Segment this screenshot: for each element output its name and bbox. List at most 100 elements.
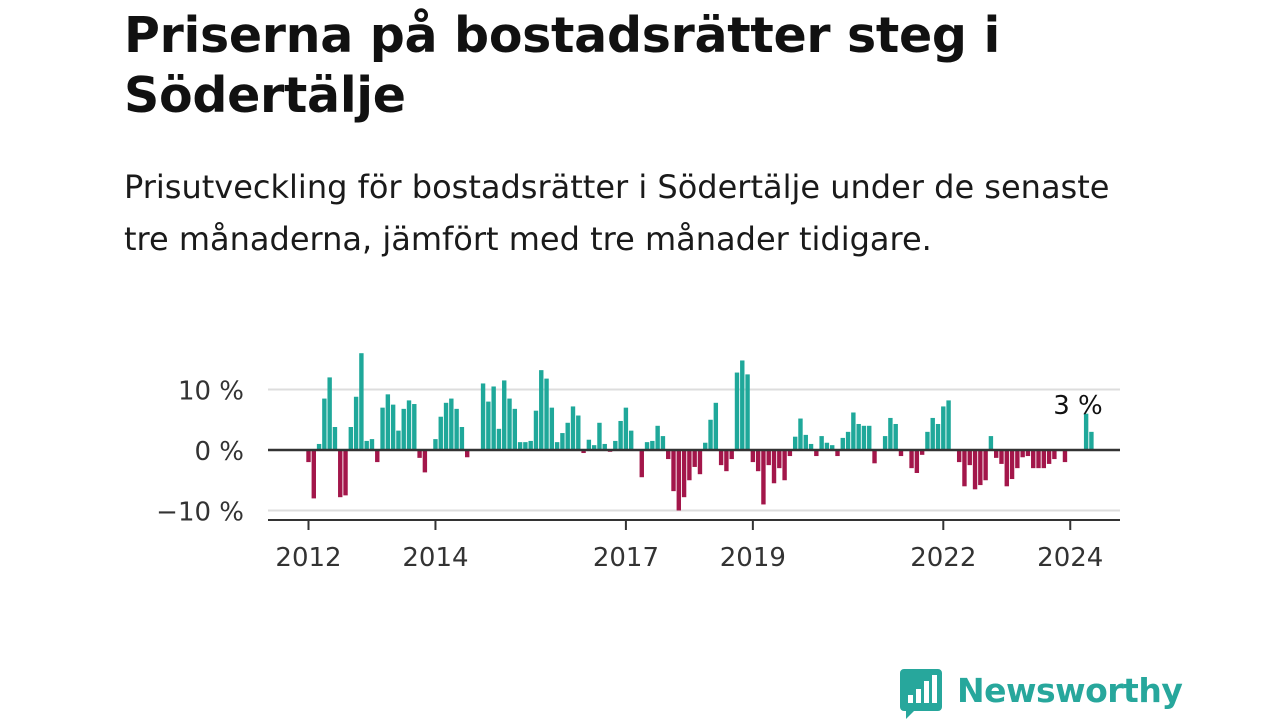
logo-text: Newsworthy <box>957 671 1183 710</box>
bar <box>565 422 570 450</box>
bar <box>1020 450 1025 458</box>
bar <box>1052 450 1057 460</box>
bar <box>549 407 555 450</box>
bar <box>888 417 893 450</box>
bar <box>438 416 443 450</box>
bar <box>380 407 385 450</box>
bar <box>639 450 644 478</box>
bars <box>306 353 1094 511</box>
bar <box>465 450 470 458</box>
bar <box>491 386 496 450</box>
bar <box>375 450 380 463</box>
bar <box>750 450 756 463</box>
x-tick-label: 2019 <box>720 543 786 573</box>
bar <box>544 378 549 450</box>
bar <box>660 436 666 450</box>
bar <box>613 440 618 450</box>
bar <box>867 425 872 450</box>
bar <box>591 445 597 450</box>
bar <box>692 450 697 467</box>
bar <box>560 433 565 450</box>
y-tick-label: 10 % <box>178 377 244 407</box>
bar <box>798 418 803 450</box>
bar <box>650 440 655 450</box>
bar <box>687 450 692 481</box>
bar <box>771 450 777 484</box>
bar <box>792 436 798 450</box>
bar <box>972 450 978 490</box>
bar-chart: 10 % 0 % −10 % 2012 2014 2017 2019 2022 2024 3 % <box>156 353 1120 574</box>
bar <box>1089 431 1094 450</box>
bar <box>454 408 459 450</box>
y-tick-label: 0 % <box>194 437 244 467</box>
bar <box>819 436 824 450</box>
bar <box>480 383 486 450</box>
bar <box>925 431 930 450</box>
bar <box>364 440 369 450</box>
bar <box>512 408 518 450</box>
bar <box>412 404 417 450</box>
bar <box>830 445 835 450</box>
bar <box>872 450 877 464</box>
tick-labels: 10 % 0 % −10 % 2012 2014 2017 2019 2022 2024 3 % <box>156 377 1103 574</box>
bar <box>1062 450 1068 463</box>
bar <box>1031 450 1036 469</box>
bar <box>803 434 808 451</box>
bar <box>909 450 914 469</box>
bar <box>930 417 935 450</box>
bar <box>814 450 819 457</box>
bar <box>941 406 946 450</box>
bar <box>914 450 920 473</box>
bar <box>1004 450 1009 487</box>
x-tick-label: 2024 <box>1037 543 1103 573</box>
bar <box>406 400 412 450</box>
bar <box>1041 450 1047 469</box>
bar <box>390 404 396 451</box>
bar <box>576 415 581 450</box>
bar <box>729 450 734 460</box>
bar <box>740 360 745 450</box>
bar <box>343 450 348 496</box>
bar <box>496 428 502 451</box>
bar <box>1025 450 1031 457</box>
bar <box>523 442 528 451</box>
x-tick-label: 2022 <box>910 543 976 573</box>
bar <box>745 374 750 451</box>
bar <box>433 439 438 450</box>
bar <box>666 450 671 460</box>
bar <box>597 422 602 450</box>
bar <box>311 450 316 499</box>
bar <box>602 443 607 450</box>
bar <box>676 450 681 511</box>
bar <box>586 439 592 451</box>
bar <box>316 443 322 450</box>
value-annotation: 3 % <box>1053 391 1103 421</box>
bar <box>539 370 544 450</box>
bar <box>1009 450 1015 480</box>
bar <box>1015 450 1020 469</box>
bar <box>761 450 766 505</box>
bar <box>681 450 687 498</box>
bar <box>385 394 391 450</box>
bar <box>755 450 761 472</box>
x-tick-label: 2014 <box>402 543 468 573</box>
bar <box>306 450 311 463</box>
bar <box>898 450 904 457</box>
bar <box>528 440 533 450</box>
bar <box>327 377 332 450</box>
bar <box>449 398 454 450</box>
bar-chart-speech-icon <box>900 669 942 719</box>
axes <box>268 448 1120 530</box>
bar <box>724 450 729 472</box>
bar <box>417 450 422 458</box>
bar <box>570 406 576 450</box>
bar <box>808 443 814 450</box>
bar <box>628 430 634 450</box>
bar <box>946 400 951 450</box>
bar <box>988 436 994 450</box>
bar <box>443 402 449 450</box>
x-tick-label: 2017 <box>593 543 659 573</box>
bar <box>766 450 771 466</box>
bar <box>708 419 713 450</box>
bar <box>978 450 983 486</box>
